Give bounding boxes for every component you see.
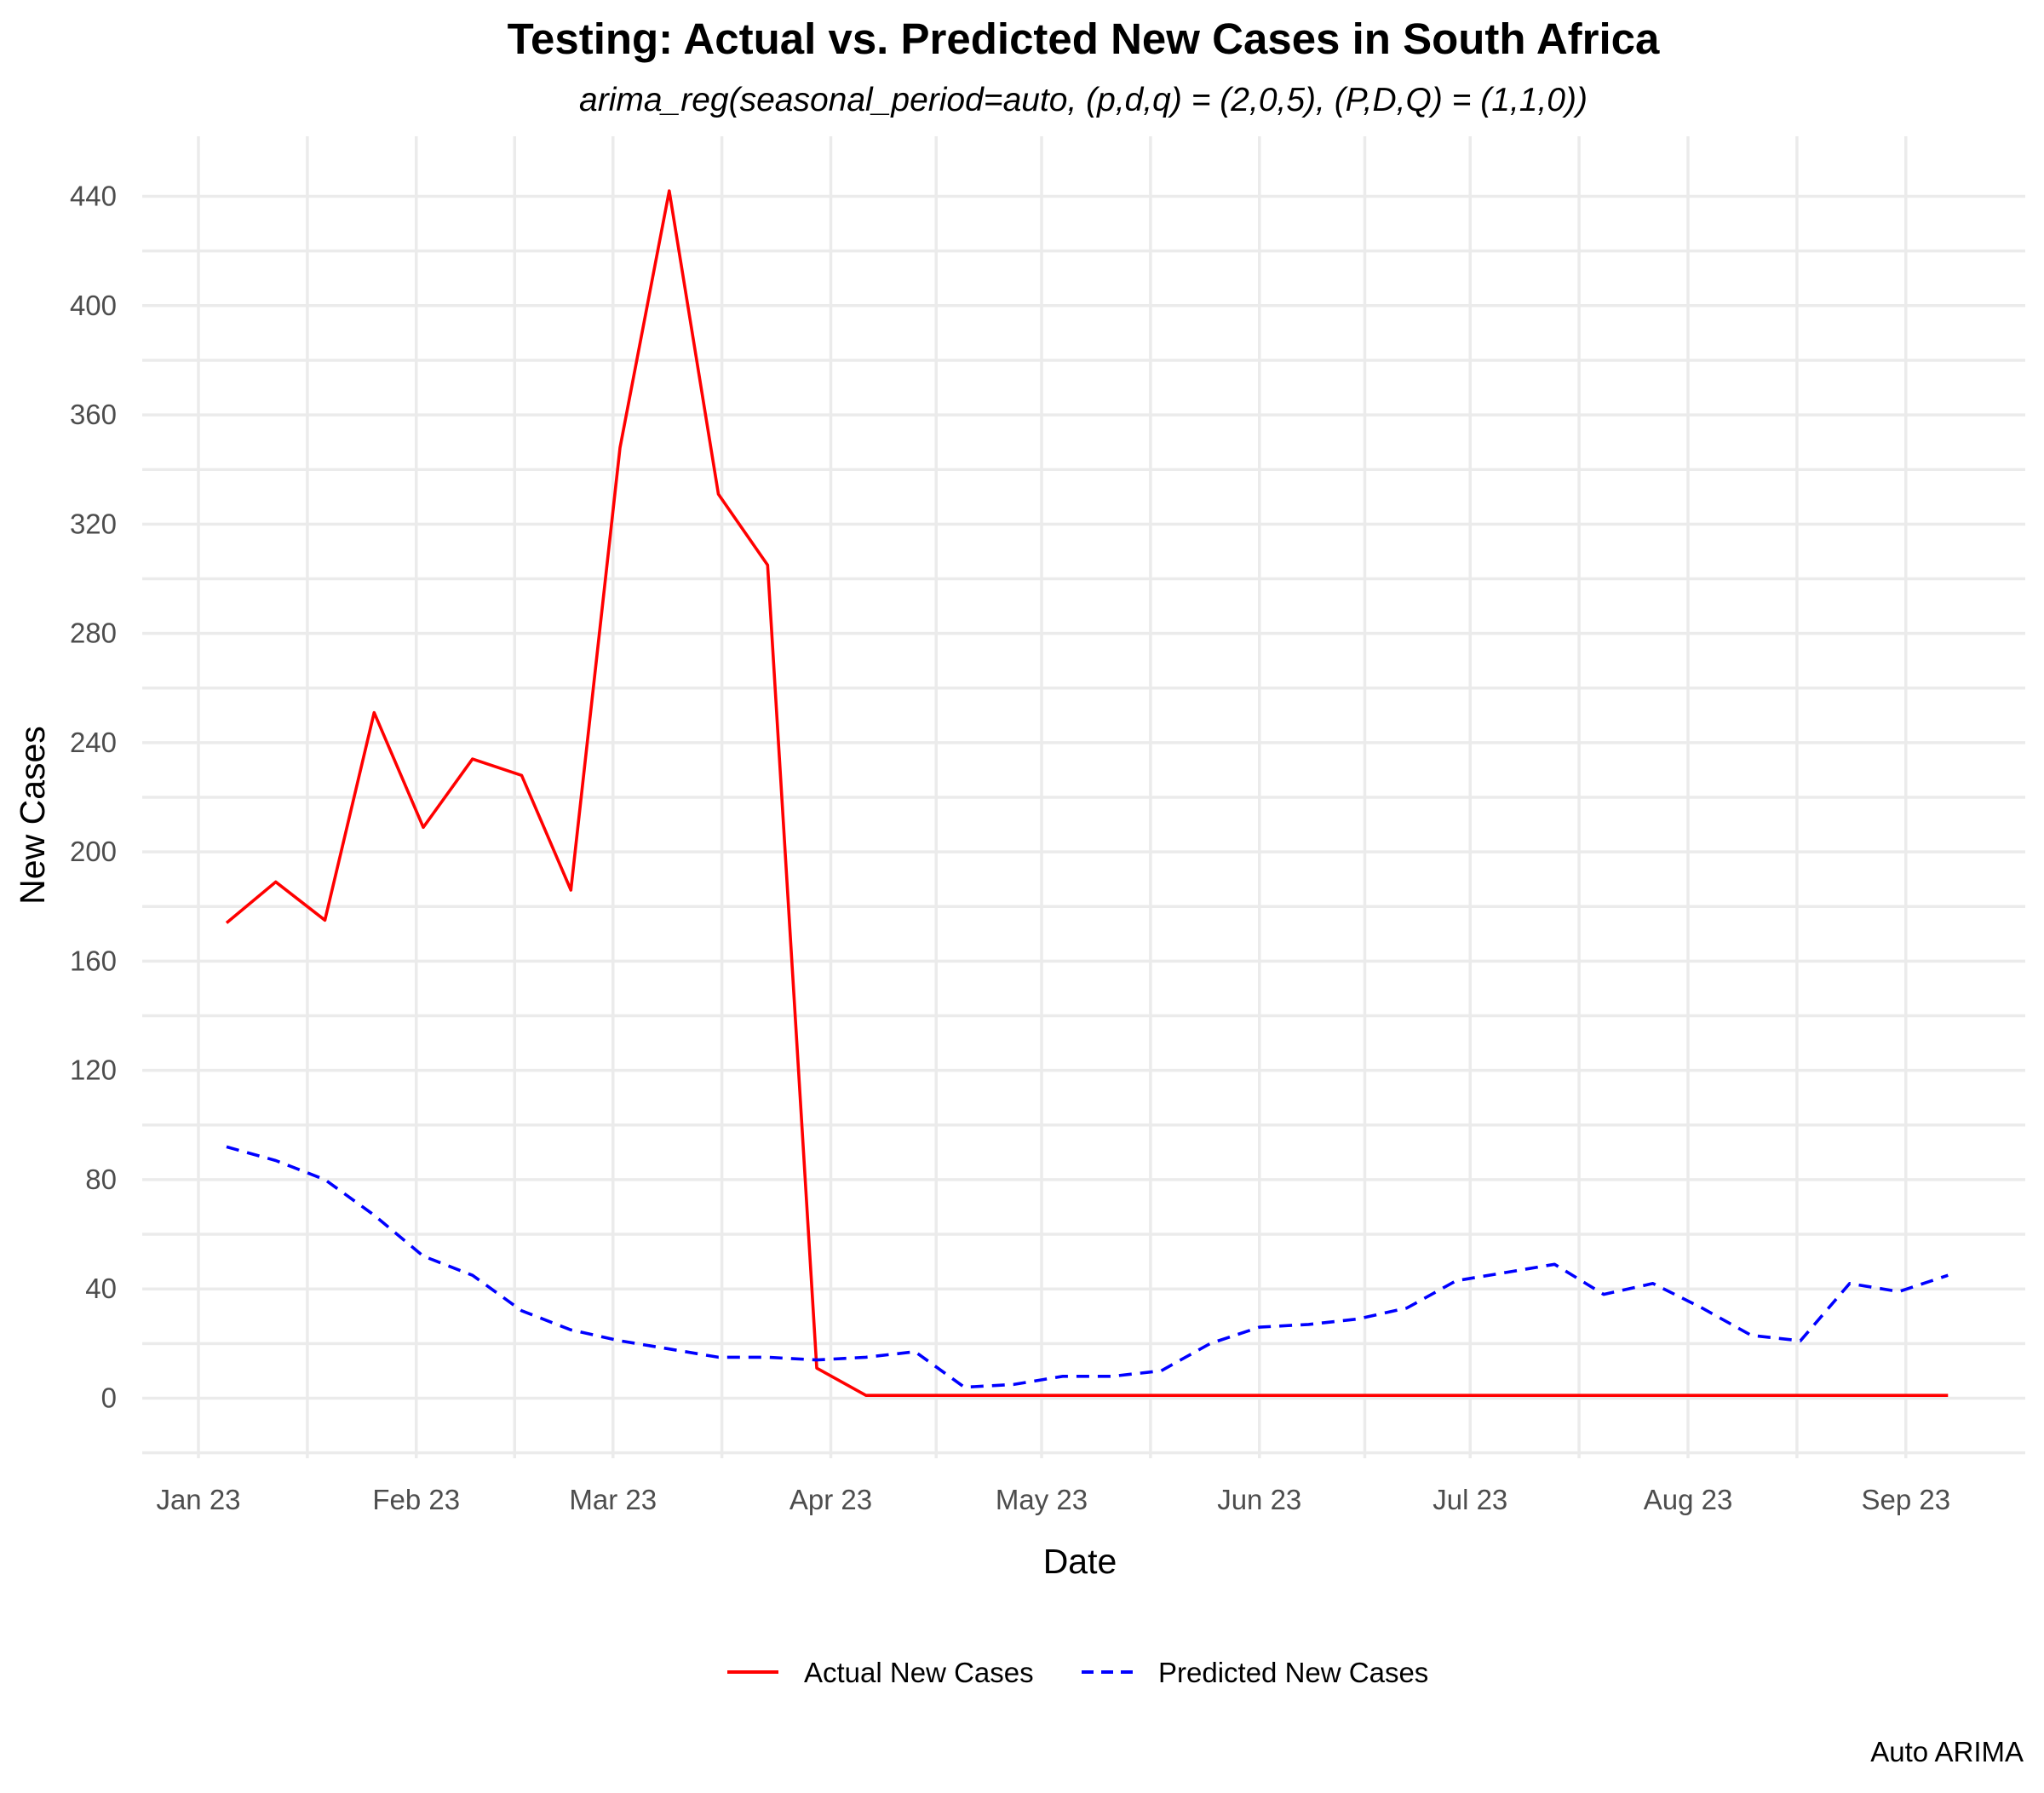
axes: Testing: Actual vs. Predicted New Cases … — [13, 14, 2024, 1767]
x-tick-label: Apr 23 — [789, 1484, 872, 1515]
y-tick-label: 0 — [101, 1382, 117, 1413]
y-tick-label: 360 — [70, 399, 117, 430]
x-tick-label: Sep 23 — [1861, 1484, 1950, 1515]
y-axis-title: New Cases — [13, 726, 52, 905]
legend-item-predicted: Predicted New Cases — [1082, 1657, 1428, 1688]
chart-subtitle: arima_reg(seasonal_period=auto, (p,d,q) … — [579, 82, 1588, 118]
y-tick-label: 440 — [70, 181, 117, 212]
chart-title: Testing: Actual vs. Predicted New Cases … — [508, 14, 1660, 63]
y-tick-label: 240 — [70, 727, 117, 758]
y-tick-label: 120 — [70, 1055, 117, 1086]
legend-item-actual: Actual New Cases — [727, 1657, 1034, 1688]
y-tick-label: 160 — [70, 945, 117, 976]
x-tick-label: Mar 23 — [569, 1484, 657, 1515]
series-line-actual — [225, 189, 1949, 1397]
x-tick-label: Feb 23 — [372, 1484, 460, 1515]
grid — [142, 136, 2025, 1458]
series-line-predicted — [226, 1145, 1949, 1389]
x-axis-title: Date — [1043, 1542, 1117, 1581]
legend: Actual New Cases Predicted New Cases — [727, 1657, 1428, 1688]
y-tick-label: 280 — [70, 618, 117, 649]
x-tick-label: Aug 23 — [1644, 1484, 1733, 1515]
y-tick-label: 320 — [70, 508, 117, 539]
x-tick-label: Jan 23 — [156, 1484, 240, 1515]
legend-label-predicted: Predicted New Cases — [1158, 1657, 1428, 1688]
x-tick-label: Jul 23 — [1433, 1484, 1507, 1515]
y-tick-label: 80 — [85, 1164, 117, 1195]
y-tick-label: 400 — [70, 290, 117, 321]
series-layer — [225, 189, 1949, 1397]
chart-caption: Auto ARIMA — [1870, 1736, 2024, 1767]
x-tick-label: Jun 23 — [1217, 1484, 1301, 1515]
y-tick-label: 200 — [70, 836, 117, 867]
y-tick-label: 40 — [85, 1273, 117, 1304]
legend-label-actual: Actual New Cases — [804, 1657, 1034, 1688]
x-tick-label: May 23 — [996, 1484, 1088, 1515]
